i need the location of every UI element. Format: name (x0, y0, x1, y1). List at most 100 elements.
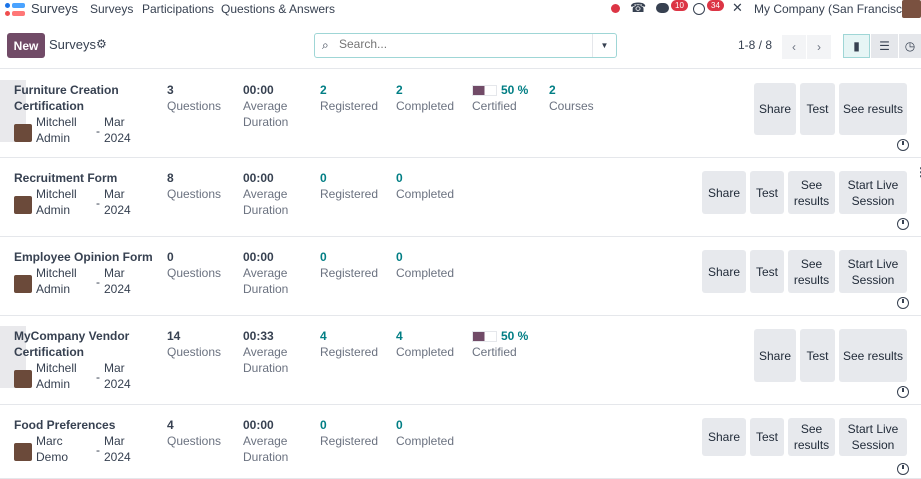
share-button[interactable]: Share (754, 83, 796, 135)
stat-registered[interactable]: 4 Registered (320, 328, 378, 360)
stat-value: 00:33 (243, 329, 274, 343)
activity-clock-icon[interactable] (897, 386, 909, 398)
search-options-toggle[interactable]: ▼ (592, 34, 616, 57)
see-results-button[interactable]: See results (839, 83, 907, 135)
company-switcher[interactable]: My Company (San Francisco) (754, 2, 913, 16)
status-dot-icon[interactable] (611, 4, 620, 13)
stat-registered[interactable]: 0 Registered (320, 417, 378, 449)
stat-value: 0 (167, 250, 174, 264)
control-panel: New Surveys ⚙ ⌕ ▼ 1-8 / 8 ‹ › ▮ ☰ ◷ (0, 31, 921, 69)
stat-completed[interactable]: 2 Completed (396, 82, 454, 114)
avatar (14, 370, 32, 388)
survey-card[interactable]: Food Preferences Marc Demo - Mar 2024 4 Quest… (0, 405, 921, 479)
see-results-button[interactable]: See results (788, 171, 835, 214)
certified-progress-bar (472, 330, 497, 342)
certified-progress-bar (472, 84, 497, 96)
stat-courses[interactable]: 2 Courses (549, 82, 594, 114)
stat-completed[interactable]: 0 Completed (396, 170, 454, 202)
pager-prev-button[interactable]: ‹ (782, 35, 806, 59)
menu-questions-answers[interactable]: Questions & Answers (221, 2, 336, 16)
test-button[interactable]: Test (750, 250, 784, 293)
stat-label: Courses (549, 99, 594, 113)
pager-next-button[interactable]: › (807, 35, 831, 59)
stat-value: 14 (167, 329, 181, 343)
see-results-button[interactable]: See results (839, 329, 907, 382)
search-input[interactable] (339, 37, 589, 51)
test-button[interactable]: Test (750, 171, 784, 214)
menu-participations[interactable]: Participations (142, 2, 215, 16)
activities-badge: 34 (707, 0, 724, 11)
start-live-session-button[interactable]: Start Live Session (839, 418, 907, 456)
survey-author: Mitchell Admin (36, 361, 77, 391)
share-button[interactable]: Share (754, 329, 796, 382)
list-view-button[interactable]: ☰ (871, 34, 898, 58)
stat-label: Completed (396, 187, 455, 201)
start-live-session-button[interactable]: Start Live Session (839, 250, 907, 293)
survey-card[interactable]: Employee Opinion Form Mitchell Admin - Mar … (0, 237, 921, 316)
kanban-view-button[interactable]: ▮ (843, 34, 870, 58)
stat-completed[interactable]: 0 Completed (396, 249, 454, 281)
activity-clock-icon[interactable] (693, 3, 705, 15)
user-avatar[interactable] (902, 0, 921, 18)
share-button[interactable]: Share (702, 171, 746, 214)
app-logo-icon[interactable] (5, 3, 25, 17)
see-results-button[interactable]: See results (788, 418, 835, 456)
stat-value: 2 (396, 83, 403, 97)
stat-label: Registered (320, 434, 379, 448)
more-options-icon[interactable]: ⋮ (915, 165, 921, 179)
stat-label: Duration (243, 282, 289, 296)
test-button[interactable]: Test (800, 329, 835, 382)
stat-label: Completed (396, 266, 455, 280)
survey-title: Food Preferences (14, 418, 116, 432)
stat-value: 3 (167, 83, 174, 97)
separator: - (96, 370, 100, 384)
activity-view-button[interactable]: ◷ (899, 34, 921, 58)
activity-clock-icon[interactable] (897, 297, 909, 309)
phone-icon[interactable]: ☎ (630, 0, 647, 15)
app-name[interactable]: Surveys (31, 1, 78, 16)
survey-title: Recruitment Form (14, 171, 118, 185)
stat-completed[interactable]: 4 Completed (396, 328, 454, 360)
activity-clock-icon[interactable] (897, 463, 909, 475)
stat-value: 0 (320, 250, 327, 264)
pager-value[interactable]: 1-8 / 8 (738, 38, 773, 52)
stat-questions: 0 Questions (167, 249, 221, 281)
top-navbar: Surveys Surveys Participations Questions… (0, 0, 921, 18)
test-button[interactable]: Test (750, 418, 784, 456)
see-results-button[interactable]: See results (788, 250, 835, 293)
gear-icon[interactable]: ⚙ (96, 37, 107, 51)
stat-avg1: 00:00 Average Duration (243, 170, 288, 218)
stat-label: Completed (396, 99, 455, 113)
survey-card[interactable]: Furniture Creation Certification Mitchell… (0, 70, 921, 158)
stat-avg1: 00:00 Average Duration (243, 82, 288, 130)
search-bar: ⌕ ▼ (314, 33, 617, 58)
stat-registered[interactable]: 0 Registered (320, 170, 378, 202)
survey-card[interactable]: Recruitment Form Mitchell Admin - Mar 2024 8… (0, 158, 921, 237)
survey-title: MyCompany Vendor Certification (14, 329, 130, 359)
new-button[interactable]: New (7, 33, 45, 58)
chat-icon[interactable] (656, 3, 669, 13)
test-button[interactable]: Test (800, 83, 835, 135)
stat-certified: 50 % Certified (472, 328, 528, 360)
stat-label: Registered (320, 187, 379, 201)
stat-completed[interactable]: 0 Completed (396, 417, 454, 449)
menu-surveys[interactable]: Surveys (90, 2, 134, 16)
stat-value: 8 (167, 171, 174, 185)
stat-label: Registered (320, 345, 379, 359)
stat-registered[interactable]: 2 Registered (320, 82, 378, 114)
share-button[interactable]: Share (702, 250, 746, 293)
activity-clock-icon[interactable] (897, 218, 909, 230)
stat-label: Average (243, 345, 288, 359)
certified-percent: 50 % (501, 329, 529, 343)
activity-clock-icon[interactable] (897, 139, 909, 151)
survey-author: Mitchell Admin (36, 115, 77, 145)
stat-label: Average (243, 187, 288, 201)
survey-card[interactable]: MyCompany Vendor Certification Mitchell A… (0, 316, 921, 405)
stat-label: Completed (396, 434, 455, 448)
survey-date: Mar 2024 (104, 187, 131, 217)
start-live-session-button[interactable]: Start Live Session (839, 171, 907, 214)
debug-tools-icon[interactable]: ✕ (732, 0, 743, 15)
survey-title: Furniture Creation Certification (14, 83, 119, 113)
stat-registered[interactable]: 0 Registered (320, 249, 378, 281)
share-button[interactable]: Share (702, 418, 746, 456)
